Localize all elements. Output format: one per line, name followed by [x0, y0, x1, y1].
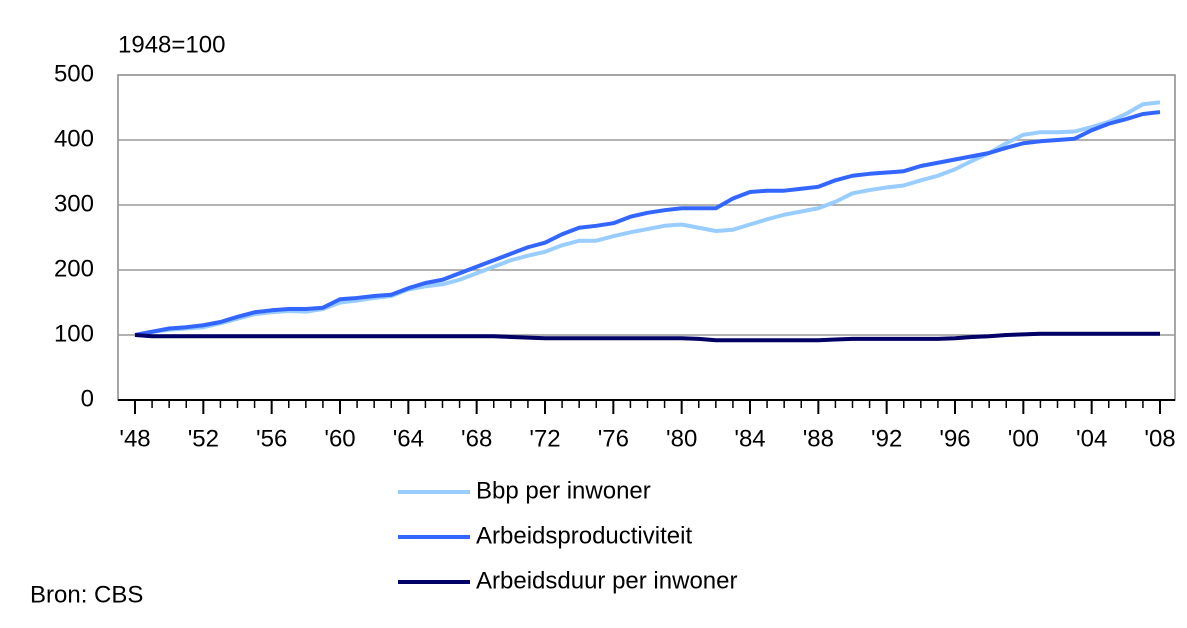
- x-tick-label: '08: [1144, 425, 1175, 452]
- y-tick-label: 500: [54, 60, 94, 87]
- x-tick-label: '60: [324, 425, 355, 452]
- y-tick-label: 400: [54, 125, 94, 152]
- x-tick-label: '00: [1008, 425, 1039, 452]
- y-tick-label: 200: [54, 255, 94, 282]
- x-tick-label: '56: [256, 425, 287, 452]
- legend-label: Arbeidsproductiviteit: [476, 522, 692, 549]
- x-tick-label: '68: [461, 425, 492, 452]
- unit-label: 1948=100: [118, 31, 225, 58]
- x-tick-label: '92: [871, 425, 902, 452]
- x-tick-label: '76: [598, 425, 629, 452]
- y-tick-label: 100: [54, 320, 94, 347]
- x-tick-label: '04: [1076, 425, 1107, 452]
- series-line: [134, 110, 1161, 337]
- x-tick-label: '84: [734, 425, 765, 452]
- x-tick-label: '48: [119, 425, 150, 452]
- legend-label: Arbeidsduur per inwoner: [476, 567, 737, 594]
- x-tick-label: '88: [803, 425, 834, 452]
- x-tick-label: '72: [529, 425, 560, 452]
- y-tick-label: 300: [54, 190, 94, 217]
- series-line: [134, 331, 1160, 343]
- source: Bron: CBS: [30, 581, 143, 608]
- legend-label: Bbp per inwoner: [476, 477, 651, 504]
- y-tick-label: 0: [81, 385, 94, 412]
- x-tick-label: '96: [939, 425, 970, 452]
- x-tick-label: '52: [188, 425, 219, 452]
- x-tick-label: '64: [393, 425, 424, 452]
- x-tick-label: '80: [666, 425, 697, 452]
